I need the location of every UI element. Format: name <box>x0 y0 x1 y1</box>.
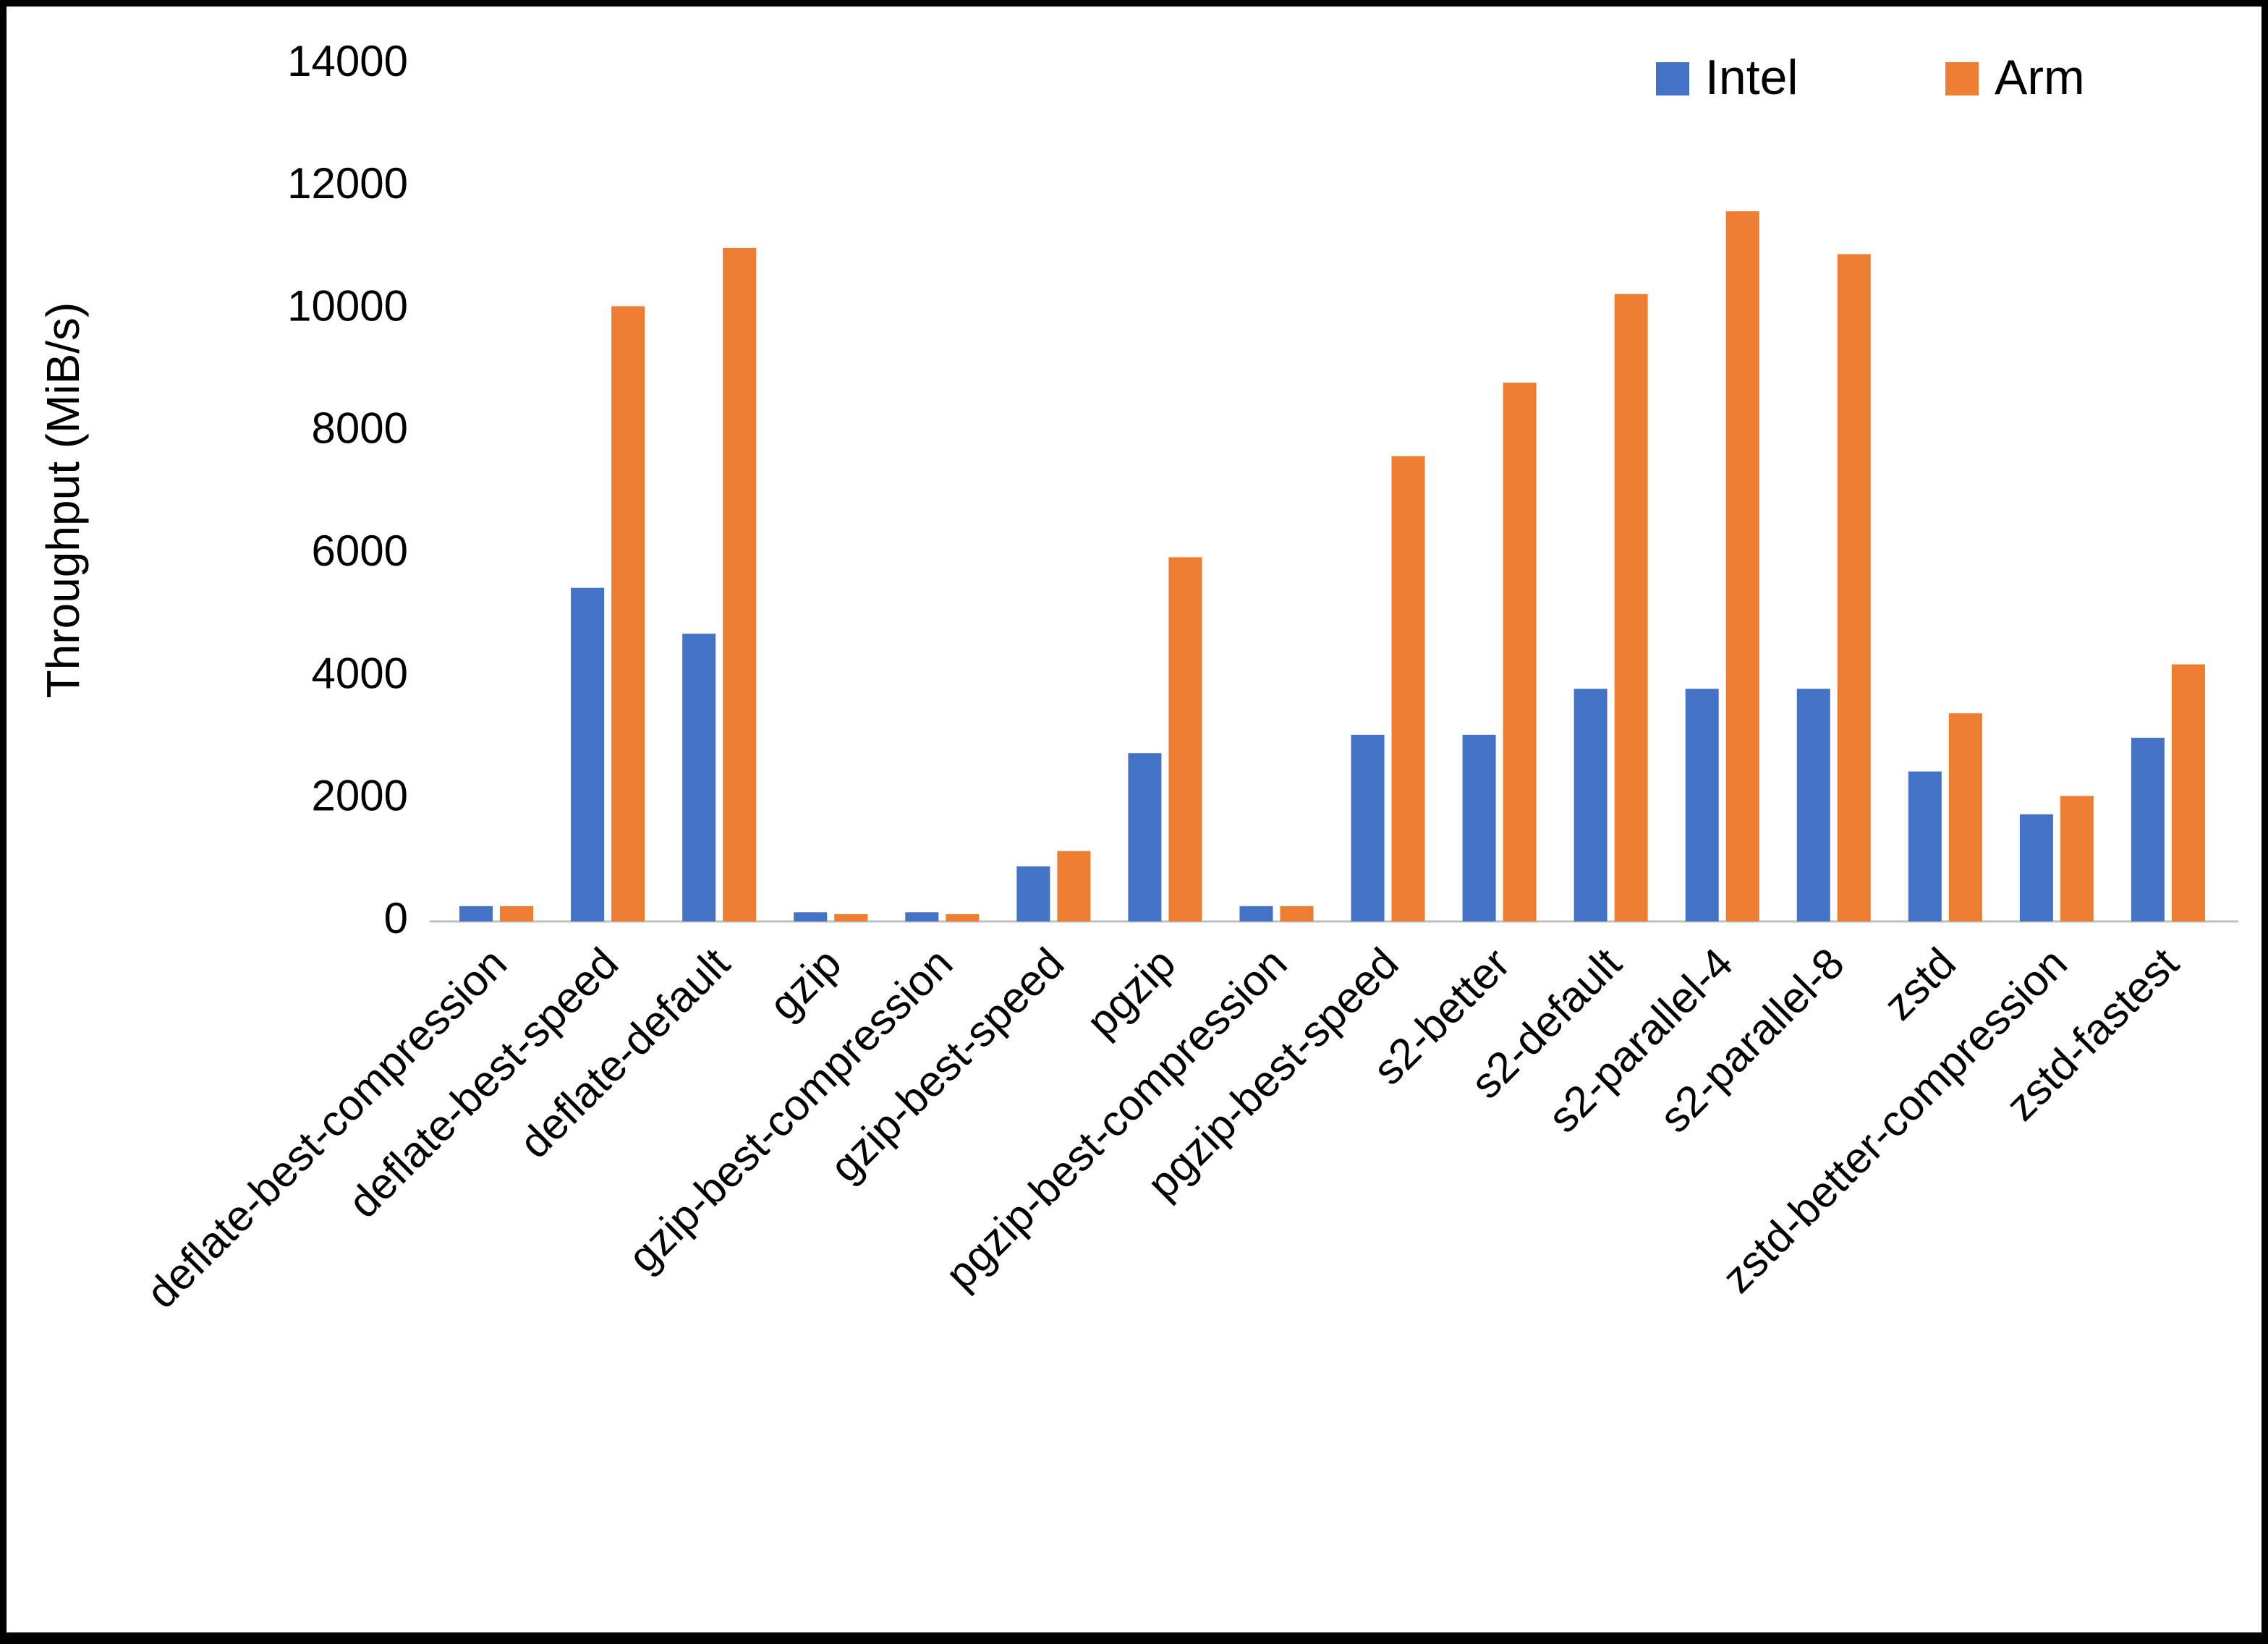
bar-intel-pgzip-best-compression <box>1239 906 1273 921</box>
x-tick-label: zstd <box>1874 939 1965 1029</box>
y-tick-label: 0 <box>384 894 408 942</box>
bar-intel-deflate-best-compression <box>459 906 493 921</box>
bar-arm-s2-default <box>1614 294 1648 921</box>
bar-arm-zstd-fastest <box>2171 664 2205 921</box>
bar-intel-pgzip <box>1128 753 1162 921</box>
bar-intel-s2-parallel-4 <box>1685 689 1719 921</box>
bar-arm-pgzip-best-compression <box>1280 906 1314 921</box>
legend-swatch-intel <box>1656 62 1689 95</box>
bar-arm-deflate-best-speed <box>611 306 645 921</box>
y-tick-label: 14000 <box>287 37 408 85</box>
bar-intel-pgzip-best-speed <box>1351 734 1385 921</box>
bar-intel-gzip-best-compression <box>905 912 939 921</box>
legend-label-arm: Arm <box>1995 50 2085 105</box>
bar-arm-pgzip-best-speed <box>1391 456 1425 921</box>
x-tick-label: gzip <box>760 939 850 1029</box>
bar-intel-deflate-default <box>682 634 716 921</box>
bar-arm-zstd-better-compression <box>2060 796 2094 921</box>
bar-intel-zstd <box>1908 771 1942 921</box>
y-tick-label: 8000 <box>312 404 408 453</box>
bar-intel-zstd-fastest <box>2131 738 2165 921</box>
bar-intel-gzip <box>794 912 828 921</box>
bar-intel-zstd-better-compression <box>2019 814 2053 921</box>
bar-arm-s2-parallel-4 <box>1725 211 1759 922</box>
bar-arm-gzip-best-compression <box>946 913 980 921</box>
bar-intel-deflate-best-speed <box>571 587 605 921</box>
x-tick-label: pgzip <box>1077 939 1185 1047</box>
bar-arm-zstd <box>1948 713 1982 921</box>
y-tick-label: 10000 <box>287 281 408 330</box>
bar-intel-s2-better <box>1462 734 1496 921</box>
y-tick-label: 6000 <box>312 527 408 575</box>
y-tick-label: 2000 <box>312 772 408 820</box>
bar-arm-deflate-best-compression <box>500 906 534 921</box>
legend-swatch-arm <box>1945 62 1979 95</box>
bar-intel-gzip-best-speed <box>1016 866 1050 921</box>
bar-arm-pgzip <box>1168 557 1202 921</box>
bar-arm-s2-parallel-8 <box>1837 254 1871 922</box>
bar-arm-gzip <box>834 913 868 921</box>
bar-arm-deflate-default <box>723 247 757 921</box>
y-axis-title: Throughput (MiB/s) <box>37 302 89 699</box>
bar-arm-s2-better <box>1503 383 1537 921</box>
y-tick-label: 4000 <box>312 649 408 697</box>
bar-arm-gzip-best-speed <box>1057 851 1091 921</box>
y-tick-label: 12000 <box>287 159 408 208</box>
bar-intel-s2-default <box>1573 689 1607 921</box>
throughput-bar-chart: 0 2000 4000 6000 8000 10000 12000 14000 Throughp… <box>37 37 2238 1318</box>
bar-intel-s2-parallel-8 <box>1796 689 1830 921</box>
legend-label-intel: Intel <box>1705 50 1798 105</box>
